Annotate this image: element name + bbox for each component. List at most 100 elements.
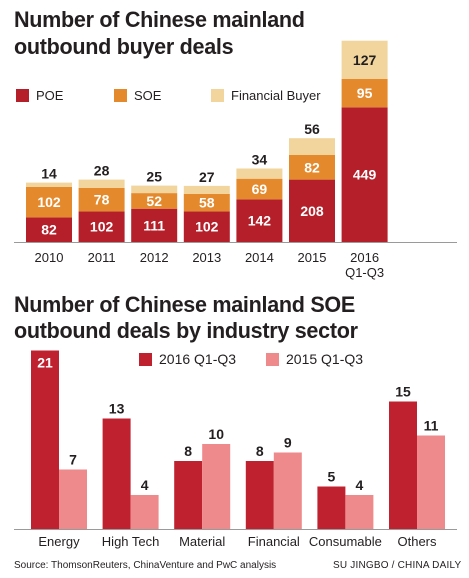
bar-financial-buyer-5 (236, 168, 283, 179)
bar-label-financial-buyer-4: 27 (199, 169, 215, 185)
bar-poe-7 (341, 107, 388, 242)
bar-soe-5 (236, 178, 283, 200)
legend-swatch-2015 (266, 352, 279, 366)
legend-item-poe: POE (16, 88, 63, 103)
bar-2015-material (202, 444, 231, 529)
legend-item-soe: SOE (114, 88, 161, 103)
bar-financial-buyer-6 (289, 138, 335, 155)
bar-soe-1 (26, 186, 72, 218)
bar-2015-high-tech (130, 495, 159, 529)
bar-poe-6 (289, 179, 335, 242)
legend-swatch-2016 (139, 352, 152, 366)
bar-2016-financial (245, 461, 274, 529)
bar-label-soe-6: 82 (304, 159, 320, 175)
legend-swatch-soe (114, 89, 127, 102)
x-tick-label-others: Others (397, 534, 437, 549)
x-tick-label-4-1: 2013 (192, 250, 221, 265)
bar-label-soe-3: 52 (146, 193, 162, 209)
bar-label-soe-5: 69 (252, 181, 268, 197)
x-tick-label-2-1: 2011 (88, 250, 116, 265)
bar-label-financial-buyer-2: 28 (94, 163, 110, 179)
x-tick-label-7-1: 2016 (350, 250, 379, 265)
bar-label-soe-7: 95 (357, 85, 373, 101)
bar-2015-consumable (345, 495, 374, 529)
legend-item-financial-buyer: Financial Buyer (211, 88, 321, 103)
bar-label-poe-6: 208 (300, 203, 324, 219)
bar-label-poe-1: 82 (41, 222, 57, 238)
x-tick-label-5-1: 2014 (245, 250, 274, 265)
bar-financial-buyer-7 (341, 40, 388, 79)
bar-soe-7 (341, 78, 388, 108)
bar-soe-3 (131, 193, 178, 209)
bar-2016-consumable (317, 486, 346, 529)
x-tick-label-3-1: 2012 (140, 250, 169, 265)
legend-swatch-financial-buyer (211, 89, 224, 102)
credit-note: SU JINGBO / CHINA DAILY (333, 560, 462, 571)
x-tick-label-consumable: Consumable (309, 534, 382, 549)
chart2-title-line2: outbound deals by industry sector (14, 318, 358, 343)
bar-soe-4 (183, 194, 230, 212)
bar-label-2016-others: 15 (395, 384, 411, 400)
legend-item-2015: 2015 Q1-Q3 (266, 351, 363, 367)
bar-label-financial-buyer-1: 14 (41, 166, 57, 182)
x-tick-label-7-2: Q1-Q3 (345, 265, 384, 280)
bar-soe-6 (289, 155, 335, 180)
legend-label-financial-buyer: Financial Buyer (231, 88, 321, 103)
bar-financial-buyer-2 (78, 179, 125, 188)
bar-label-financial-buyer-5: 34 (252, 152, 268, 168)
bar-label-soe-1: 102 (37, 194, 61, 210)
legend-label-soe: SOE (134, 88, 162, 103)
bar-label-soe-2: 78 (94, 192, 110, 208)
source-note: Source: ThomsonReuters, ChinaVenture and… (14, 560, 277, 571)
chart2-title-line1: Number of Chinese mainland SOE (14, 292, 355, 317)
bar-2016-energy (31, 350, 59, 529)
x-tick-label-6-1: 2015 (298, 250, 327, 265)
x-tick-label-energy: Energy (38, 534, 80, 549)
bar-poe-1 (26, 217, 72, 242)
bar-poe-2 (78, 211, 125, 242)
bar-2015-others (417, 435, 445, 529)
legend-label-2016: 2016 Q1-Q3 (159, 351, 237, 367)
bar-label-2016-energy: 21 (37, 355, 53, 371)
bar-poe-4 (183, 211, 230, 242)
bar-financial-buyer-3 (131, 185, 178, 194)
bar-label-poe-2: 102 (90, 219, 114, 235)
bar-label-financial-buyer-3: 25 (146, 169, 162, 185)
bar-2016-others (389, 401, 417, 529)
bar-label-financial-buyer-6: 56 (304, 121, 320, 137)
bar-label-financial-buyer-7: 127 (353, 52, 377, 68)
x-tick-label-1-1: 2010 (35, 250, 64, 265)
bar-label-soe-4: 58 (199, 195, 215, 211)
bar-label-poe-4: 102 (195, 219, 219, 235)
legend-swatch-poe (16, 89, 29, 102)
chart2-soe-by-sector: 21 7 Energy 13 4 High Tech 8 10 Material 8 9 Financ… (14, 350, 457, 549)
bar-label-2016-financial: 8 (256, 443, 264, 459)
bar-label-poe-7: 449 (353, 167, 377, 183)
legend-label-poe: POE (36, 88, 64, 103)
bar-label-poe-3: 111 (143, 217, 165, 233)
chart1-title-line2: outbound buyer deals (14, 34, 234, 59)
bar-2016-high-tech (102, 418, 131, 529)
bar-label-2016-consumable: 5 (328, 469, 336, 485)
bar-2015-energy (59, 469, 87, 529)
bar-label-2016-high-tech: 13 (109, 401, 125, 417)
bar-label-2015-consumable: 4 (356, 477, 364, 493)
bar-financial-buyer-4 (183, 185, 230, 194)
bar-label-2015-material: 10 (208, 426, 224, 442)
bar-financial-buyer-1 (26, 182, 72, 187)
bar-poe-3 (131, 208, 178, 242)
bar-2016-material (174, 461, 203, 529)
x-tick-label-high-tech: High Tech (102, 534, 160, 549)
legend-label-2015: 2015 Q1-Q3 (286, 351, 364, 367)
bar-2015-financial (273, 452, 302, 529)
bar-label-2015-financial: 9 (284, 435, 292, 451)
bar-label-2015-energy: 7 (69, 452, 77, 468)
bar-label-2015-others: 11 (424, 418, 439, 434)
chart1-title-line1: Number of Chinese mainland (14, 7, 305, 32)
chart1-buyer-deals: 82 102 14 2010 102 78 28 2011 111 52 25 2012 102 58 27… (14, 40, 457, 280)
x-tick-label-financial: Financial (248, 534, 300, 549)
bar-poe-5 (236, 199, 283, 242)
bar-label-2016-material: 8 (184, 443, 192, 459)
bar-label-poe-5: 142 (248, 213, 272, 229)
